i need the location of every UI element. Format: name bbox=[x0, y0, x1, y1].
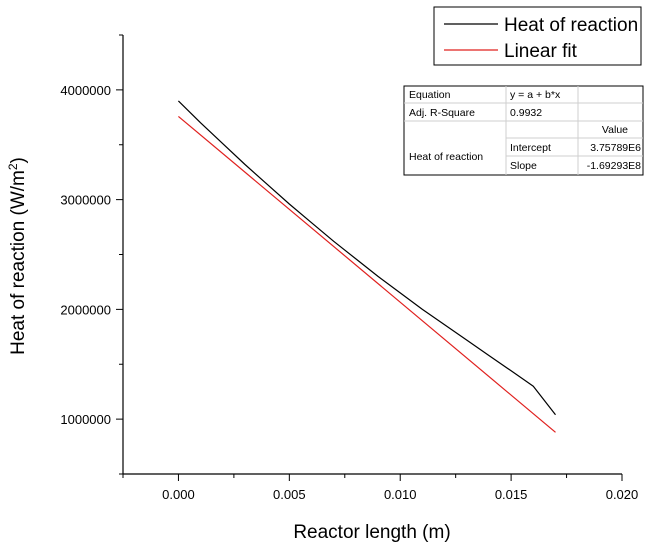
series-line-heat-of-reaction bbox=[177, 100, 556, 416]
y-tick-label: 2000000 bbox=[60, 302, 111, 317]
x-axis-ticks: 0.000 0.005 0.010 0.015 0.020 bbox=[122, 474, 639, 502]
fit-table-equation-value: y = a + b*x bbox=[510, 89, 561, 101]
fit-table-r2-label: Adj. R-Square bbox=[409, 107, 475, 119]
fit-statistics-table: Equation y = a + b*x Adj. R-Square 0.993… bbox=[403, 85, 644, 176]
y-tick-label: 4000000 bbox=[60, 83, 111, 98]
y-axis-title-text: Heat of reaction (W/m bbox=[8, 170, 29, 355]
fit-table-border bbox=[403, 85, 644, 176]
fit-table-value-header: Value bbox=[602, 124, 628, 136]
y-axis-ticks: 1000000 2000000 3000000 4000000 bbox=[60, 34, 123, 475]
x-axis-title: Reactor length (m) bbox=[293, 522, 450, 543]
fit-table-slope-label: Slope bbox=[510, 160, 537, 172]
x-tick-label: 0.010 bbox=[384, 487, 417, 502]
plot-area bbox=[177, 100, 556, 433]
fit-table-intercept-value: 3.75789E6 bbox=[590, 142, 641, 154]
legend-box bbox=[433, 6, 642, 66]
y-axis-title-close: ) bbox=[8, 157, 29, 163]
fit-table-series-label: Heat of reaction bbox=[409, 151, 483, 163]
legend-label-heat-of-reaction: Heat of reaction bbox=[504, 15, 638, 36]
fit-table-equation-label: Equation bbox=[409, 89, 451, 101]
legend-label-linear-fit: Linear fit bbox=[504, 41, 578, 62]
fit-table-intercept-label: Intercept bbox=[510, 142, 551, 154]
x-tick-label: 0.020 bbox=[606, 487, 639, 502]
y-tick-label: 3000000 bbox=[60, 193, 111, 208]
x-tick-label: 0.000 bbox=[162, 487, 195, 502]
x-tick-label: 0.015 bbox=[495, 487, 528, 502]
y-tick-label: 1000000 bbox=[60, 412, 111, 427]
legend: Heat of reaction Linear fit bbox=[433, 6, 642, 66]
fit-table-r2-value: 0.9932 bbox=[510, 107, 542, 119]
y-axis-title-superscript: 2 bbox=[6, 163, 20, 170]
y-axis-title: Heat of reaction (W/m2) bbox=[6, 157, 29, 355]
fit-table-slope-value: -1.69293E8 bbox=[587, 160, 641, 172]
series-line-linear-fit bbox=[178, 115, 556, 433]
x-tick-label: 0.005 bbox=[273, 487, 306, 502]
